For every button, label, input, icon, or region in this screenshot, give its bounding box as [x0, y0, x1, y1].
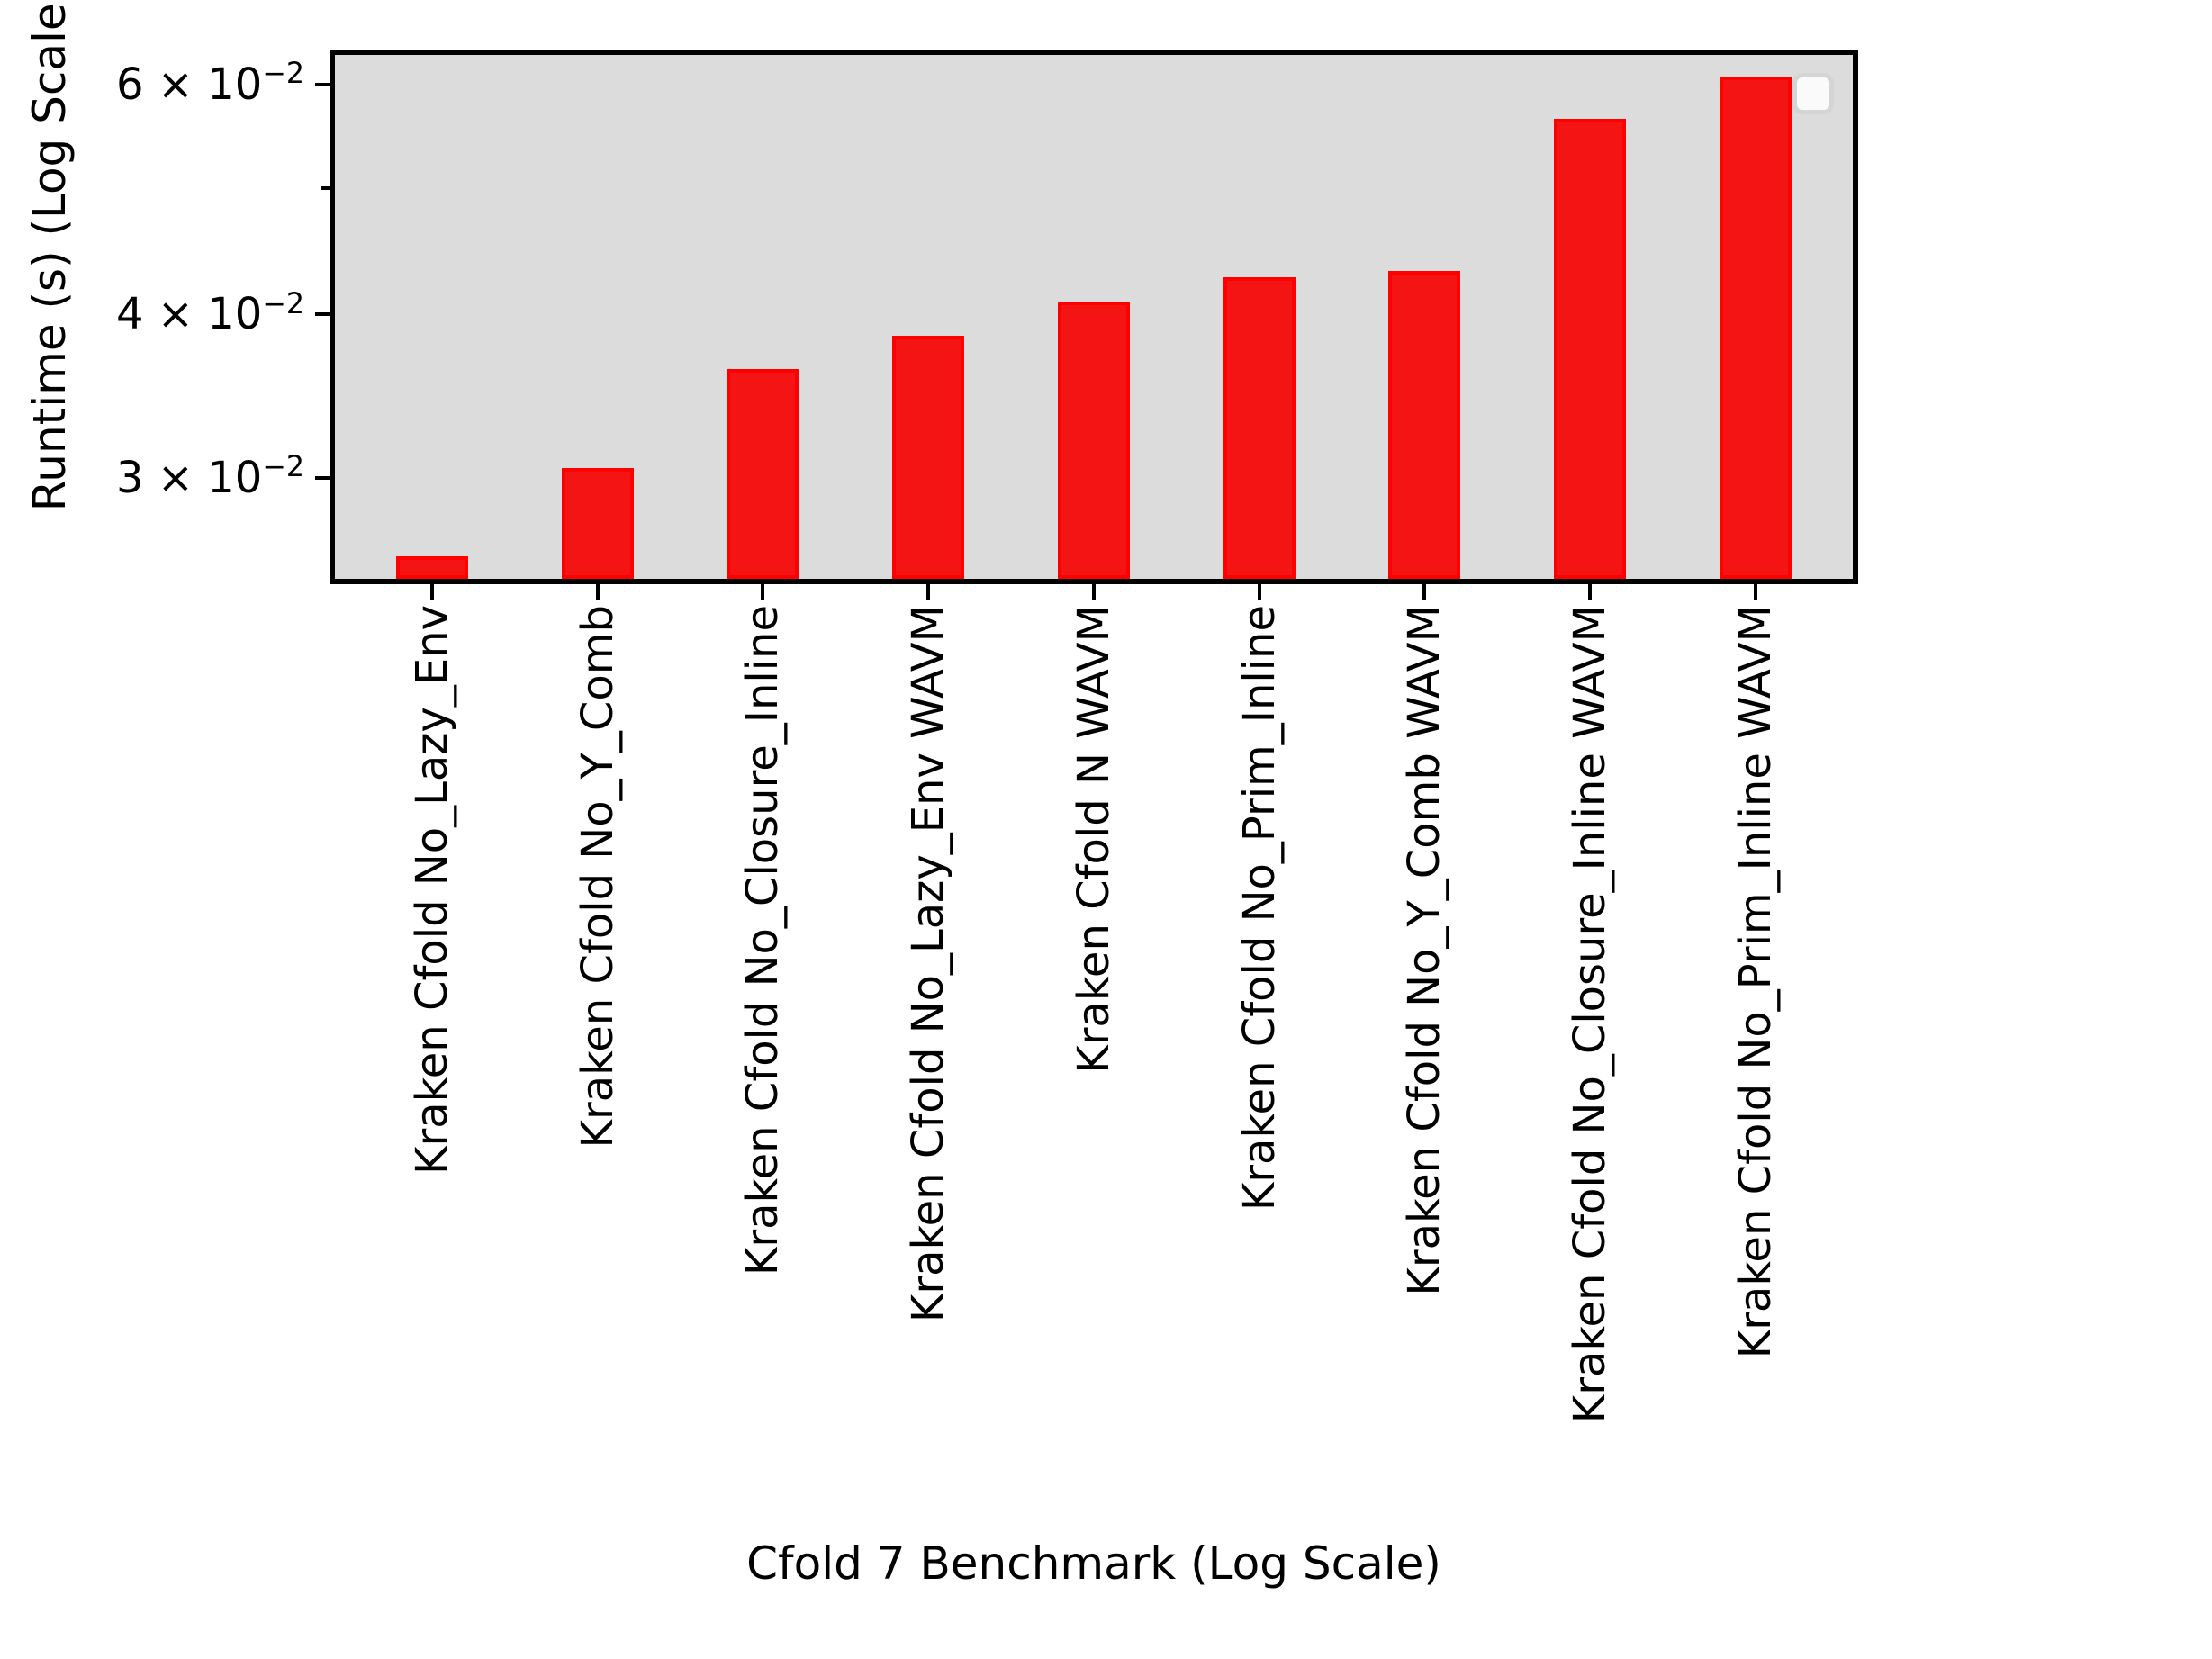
x-axis-tick	[595, 584, 600, 600]
y-axis-tick-label: 6 × 10−2	[115, 58, 304, 110]
x-axis-tick-label: Kraken Cfold No_Lazy_Env	[406, 605, 457, 1175]
x-axis-tick-label: Kraken Cfold No_Lazy_Env WAVM	[902, 605, 953, 1323]
x-axis-tick	[926, 584, 931, 600]
x-axis-tick-label: Kraken Cfold No_Prim_Inline WAVM	[1729, 605, 1781, 1359]
bar	[1057, 302, 1130, 579]
y-axis-tick	[321, 185, 330, 190]
x-axis-tick-label: Kraken Cfold No_Closure_Inline	[737, 605, 789, 1276]
bar	[892, 336, 965, 579]
x-axis-title: Cfold 7 Benchmark (Log Scale)	[746, 1537, 1441, 1590]
x-axis-tick	[1422, 584, 1427, 600]
bar	[1388, 270, 1461, 579]
bar	[1553, 118, 1626, 579]
y-axis-tick	[315, 82, 330, 86]
x-axis-tick-label: Kraken Cfold No_Y_Comb	[572, 605, 623, 1149]
bar	[561, 468, 634, 579]
bar	[396, 556, 468, 579]
x-axis-tick-label: Kraken Cfold N WAVM	[1068, 605, 1119, 1074]
x-axis-tick	[1091, 584, 1096, 600]
bar	[727, 369, 799, 579]
bar	[1719, 77, 1792, 579]
x-axis-tick-label: Kraken Cfold No_Y_Comb WAVM	[1398, 605, 1449, 1296]
x-axis-tick-label: Kraken Cfold No_Closure_Inline WAVM	[1564, 605, 1615, 1424]
legend-box	[1792, 73, 1834, 114]
x-axis-tick	[430, 584, 434, 600]
y-axis-tick	[315, 475, 330, 480]
bar	[1223, 277, 1296, 579]
x-axis-tick	[1587, 584, 1592, 600]
x-axis-tick	[761, 584, 765, 600]
y-axis-tick-label: 4 × 10−2	[115, 287, 304, 340]
x-axis-tick-label: Kraken Cfold No_Prim_Inline	[1233, 605, 1285, 1212]
y-axis-tick	[315, 312, 330, 317]
x-axis-tick	[1753, 584, 1757, 600]
x-axis-tick	[1257, 584, 1261, 600]
y-axis-tick-label: 3 × 10−2	[115, 451, 304, 503]
